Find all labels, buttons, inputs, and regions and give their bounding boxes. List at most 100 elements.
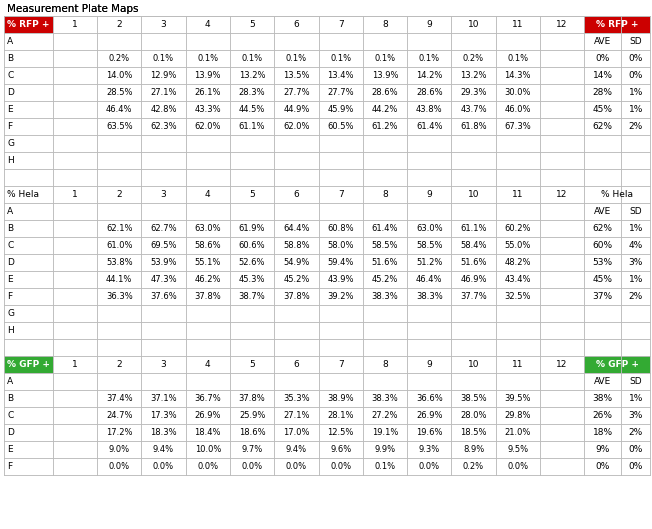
Text: 0%: 0% xyxy=(629,71,643,80)
Text: 10: 10 xyxy=(467,190,479,199)
Text: 63.0%: 63.0% xyxy=(416,224,443,233)
Text: SD: SD xyxy=(629,377,642,386)
Text: 28.3%: 28.3% xyxy=(239,88,265,97)
Text: 6: 6 xyxy=(293,190,299,199)
Text: D: D xyxy=(7,88,14,97)
Text: 12.5%: 12.5% xyxy=(327,428,354,437)
Text: 44.2%: 44.2% xyxy=(372,105,398,114)
Text: 53.9%: 53.9% xyxy=(151,258,177,267)
Text: 62.7%: 62.7% xyxy=(150,224,177,233)
Text: E: E xyxy=(7,445,12,454)
Text: 28.6%: 28.6% xyxy=(372,88,398,97)
Text: C: C xyxy=(7,241,13,250)
Text: 11: 11 xyxy=(512,190,524,199)
Text: 9: 9 xyxy=(426,20,432,29)
Text: 3: 3 xyxy=(160,190,166,199)
Text: 36.7%: 36.7% xyxy=(194,394,221,403)
Text: 9.6%: 9.6% xyxy=(330,445,351,454)
Text: 2: 2 xyxy=(117,360,122,369)
Text: 27.1%: 27.1% xyxy=(283,411,310,420)
Text: 0.0%: 0.0% xyxy=(330,462,351,471)
Text: 46.9%: 46.9% xyxy=(460,275,487,284)
Text: 0.2%: 0.2% xyxy=(109,54,130,63)
Text: B: B xyxy=(7,224,13,233)
Text: 13.5%: 13.5% xyxy=(283,71,310,80)
Text: H: H xyxy=(7,326,14,335)
Text: 0.2%: 0.2% xyxy=(463,462,484,471)
Text: 53.8%: 53.8% xyxy=(106,258,132,267)
Text: 6: 6 xyxy=(293,360,299,369)
Text: AVE: AVE xyxy=(594,207,612,216)
Text: 32.5%: 32.5% xyxy=(505,292,531,301)
Text: 60.6%: 60.6% xyxy=(239,241,265,250)
Text: Measurement Plate Maps: Measurement Plate Maps xyxy=(7,4,138,14)
Text: 37.1%: 37.1% xyxy=(150,394,177,403)
Text: 45.3%: 45.3% xyxy=(239,275,265,284)
Text: 59.4%: 59.4% xyxy=(327,258,354,267)
Text: 13.2%: 13.2% xyxy=(239,71,265,80)
Text: 61.0%: 61.0% xyxy=(106,241,132,250)
Text: 13.9%: 13.9% xyxy=(372,71,398,80)
Text: 37%: 37% xyxy=(593,292,613,301)
Text: 38.3%: 38.3% xyxy=(372,292,398,301)
Text: 28.6%: 28.6% xyxy=(416,88,443,97)
Text: 0.2%: 0.2% xyxy=(463,54,484,63)
Text: 43.4%: 43.4% xyxy=(505,275,531,284)
Text: 8.9%: 8.9% xyxy=(463,445,484,454)
Text: 61.4%: 61.4% xyxy=(372,224,398,233)
Bar xyxy=(4,16,53,33)
Text: % Hela: % Hela xyxy=(601,190,633,199)
Text: 18.3%: 18.3% xyxy=(150,428,177,437)
Text: 61.1%: 61.1% xyxy=(460,224,487,233)
Text: 61.9%: 61.9% xyxy=(239,224,265,233)
Text: 0%: 0% xyxy=(595,462,610,471)
Text: 60%: 60% xyxy=(593,241,613,250)
Text: 14%: 14% xyxy=(593,71,613,80)
Text: E: E xyxy=(7,275,12,284)
Text: 37.7%: 37.7% xyxy=(460,292,487,301)
Text: 0%: 0% xyxy=(629,54,643,63)
Text: F: F xyxy=(7,292,12,301)
Text: 9.7%: 9.7% xyxy=(241,445,263,454)
Text: 44.5%: 44.5% xyxy=(239,105,265,114)
Text: 14.2%: 14.2% xyxy=(416,71,443,80)
Text: 3%: 3% xyxy=(629,258,643,267)
Text: 53%: 53% xyxy=(593,258,613,267)
Text: 1%: 1% xyxy=(629,88,643,97)
Text: 55.0%: 55.0% xyxy=(505,241,531,250)
Text: 45%: 45% xyxy=(593,105,613,114)
Text: D: D xyxy=(7,258,14,267)
Text: 28%: 28% xyxy=(593,88,613,97)
Text: 9.4%: 9.4% xyxy=(153,445,174,454)
Text: 58.5%: 58.5% xyxy=(372,241,398,250)
Text: 0.1%: 0.1% xyxy=(419,54,440,63)
Text: 0%: 0% xyxy=(629,445,643,454)
Text: 0.0%: 0.0% xyxy=(198,462,218,471)
Text: 8: 8 xyxy=(382,20,388,29)
Text: 26%: 26% xyxy=(593,411,613,420)
Text: 35.3%: 35.3% xyxy=(283,394,310,403)
Text: % RFP +: % RFP + xyxy=(7,20,50,29)
Text: E: E xyxy=(7,105,12,114)
Text: 11: 11 xyxy=(512,360,524,369)
Text: 38.3%: 38.3% xyxy=(416,292,443,301)
Text: 43.3%: 43.3% xyxy=(194,105,221,114)
Text: 38.5%: 38.5% xyxy=(460,394,487,403)
Text: 61.2%: 61.2% xyxy=(372,122,398,131)
Text: D: D xyxy=(7,428,14,437)
Text: 0.1%: 0.1% xyxy=(198,54,218,63)
Text: 30.0%: 30.0% xyxy=(505,88,531,97)
Text: 2%: 2% xyxy=(629,122,643,131)
Text: 46.4%: 46.4% xyxy=(106,105,132,114)
Text: 2%: 2% xyxy=(629,428,643,437)
Text: 9.9%: 9.9% xyxy=(374,445,396,454)
Text: 28.1%: 28.1% xyxy=(327,411,354,420)
Text: 14.3%: 14.3% xyxy=(505,71,531,80)
Text: 0.1%: 0.1% xyxy=(374,462,396,471)
Text: 0%: 0% xyxy=(629,462,643,471)
Text: 9.0%: 9.0% xyxy=(109,445,130,454)
Text: 12: 12 xyxy=(556,360,568,369)
Text: 7: 7 xyxy=(338,360,344,369)
Text: 36.6%: 36.6% xyxy=(416,394,443,403)
Text: 4: 4 xyxy=(205,20,211,29)
